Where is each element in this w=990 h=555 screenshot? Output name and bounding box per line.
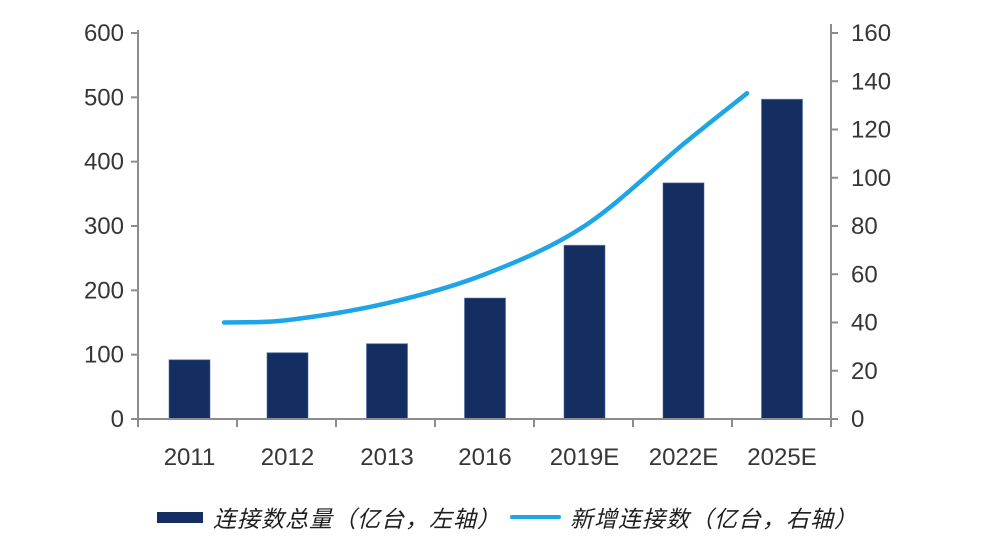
right-axis-tick-label: 0	[851, 406, 864, 433]
bar	[761, 98, 803, 420]
bar	[366, 343, 408, 420]
bar	[662, 182, 705, 420]
left-axis-tick-label: 400	[84, 149, 124, 176]
right-axis-tick-label: 140	[851, 68, 891, 95]
right-axis-tick-label: 100	[851, 165, 891, 192]
right-axis-tick-label: 40	[851, 310, 878, 337]
x-axis-tick-label: 2011	[164, 444, 216, 471]
x-axis-tick-label: 2012	[261, 444, 314, 471]
right-axis-tick-label: 80	[851, 213, 878, 240]
bar	[563, 244, 606, 420]
left-axis-tick-label: 500	[84, 84, 124, 111]
left-axis-tick-label: 100	[84, 342, 124, 369]
right-axis-tick-label: 60	[851, 261, 878, 288]
left-axis-tick-label: 200	[84, 277, 124, 304]
bar	[266, 352, 309, 420]
right-axis-tick-label: 120	[851, 117, 891, 144]
right-axis-tick-label: 160	[851, 20, 891, 47]
left-axis-tick-label: 600	[84, 20, 124, 47]
x-axis-tick-label: 2019E	[550, 444, 619, 471]
left-axis-tick-label: 300	[84, 213, 124, 240]
right-axis-tick-label: 20	[851, 358, 878, 385]
x-axis-tick-label: 2013	[360, 444, 413, 471]
bar	[464, 297, 506, 420]
x-axis-tick-label: 2025E	[747, 444, 816, 471]
x-axis-tick-label: 2022E	[649, 444, 718, 471]
left-axis-tick-label: 0	[111, 406, 124, 433]
x-axis-tick-label: 2016	[458, 444, 511, 471]
bar	[168, 359, 211, 420]
trend-line	[221, 91, 750, 325]
